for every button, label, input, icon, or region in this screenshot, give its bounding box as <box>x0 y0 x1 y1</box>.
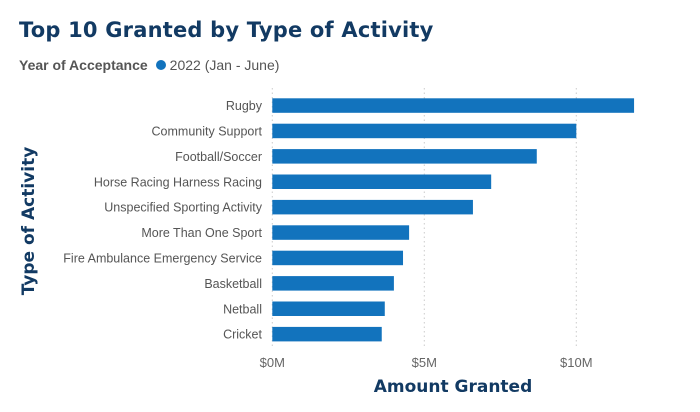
x-tick-label: $10M <box>560 355 593 370</box>
x-tick-label: $5M <box>412 355 437 370</box>
bar[interactable] <box>272 199 473 215</box>
x-axis-title: Amount Granted <box>374 377 533 397</box>
y-tick-label: Horse Racing Harness Racing <box>94 175 262 189</box>
y-tick-label: More Than One Sport <box>141 226 262 240</box>
bar[interactable] <box>272 276 394 291</box>
bar[interactable] <box>272 225 410 240</box>
chart-title: Top 10 Granted by Type of Activity <box>19 18 434 42</box>
bar[interactable] <box>272 174 492 190</box>
y-tick-label: Fire Ambulance Emergency Service <box>63 251 262 265</box>
legend: Year of Acceptance 2022 (Jan - June) <box>19 57 279 73</box>
x-tick-label: $0M <box>260 355 285 370</box>
y-tick-label: Basketball <box>204 277 262 291</box>
bar[interactable] <box>272 149 537 164</box>
bar[interactable] <box>272 123 577 139</box>
legend-entry[interactable]: 2022 (Jan - June) <box>169 57 280 73</box>
y-tick-label: Community Support <box>152 124 263 138</box>
y-tick-label: Unspecified Sporting Activity <box>104 201 262 215</box>
bar[interactable] <box>272 301 385 317</box>
y-tick-label: Football/Soccer <box>175 150 262 164</box>
bar[interactable] <box>272 98 635 113</box>
bar[interactable] <box>272 250 404 266</box>
y-tick-label: Cricket <box>223 328 262 342</box>
y-tick-label: Netball <box>223 302 262 316</box>
legend-title: Year of Acceptance <box>19 57 148 73</box>
y-axis-title: Type of Activity <box>19 147 39 296</box>
y-tick-label: Rugby <box>226 99 263 113</box>
bar[interactable] <box>272 326 382 342</box>
legend-marker <box>155 60 166 70</box>
